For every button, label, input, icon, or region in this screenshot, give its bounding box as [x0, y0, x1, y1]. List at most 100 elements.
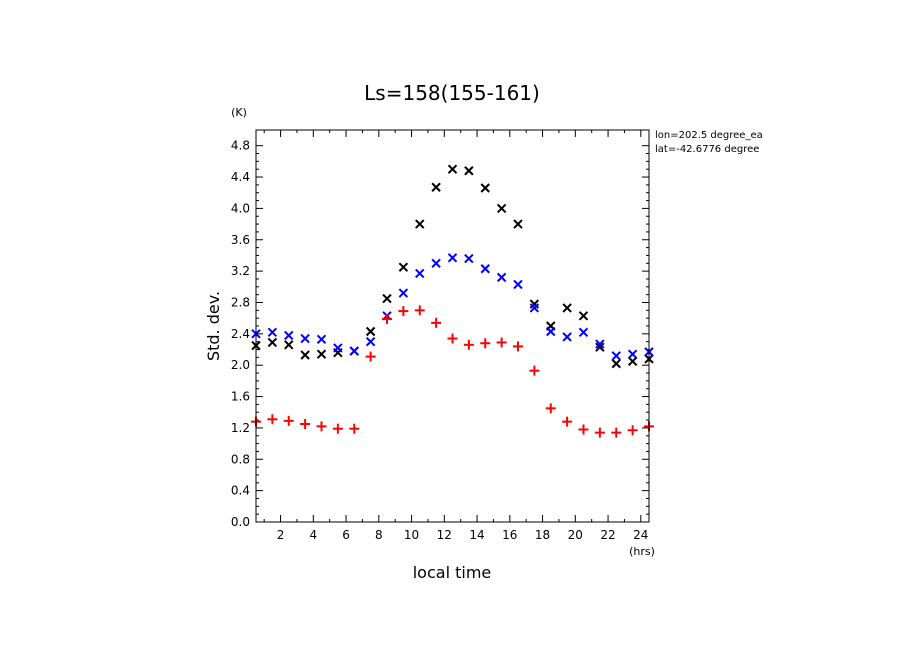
data-point-series-2 — [513, 279, 523, 290]
x-tick-label: 20 — [568, 528, 583, 542]
y-tick-label: 3.2 — [231, 264, 250, 278]
data-point-series-1 — [611, 358, 621, 369]
y-tick-label: 0.0 — [231, 515, 250, 529]
data-point-series-1 — [627, 356, 638, 366]
data-point-series-1 — [284, 340, 294, 350]
data-point-series-1 — [496, 203, 507, 214]
data-point-series-3 — [349, 423, 360, 434]
data-point-series-2 — [562, 332, 572, 342]
y-tick-label: 4.4 — [231, 170, 250, 184]
data-point-series-1 — [447, 164, 458, 174]
data-point-series-1 — [480, 183, 490, 193]
x-tick-label: 8 — [375, 528, 383, 542]
y-tick-label: 1.2 — [231, 421, 250, 435]
data-point-series-2 — [464, 253, 474, 264]
data-point-series-2 — [496, 272, 507, 283]
y-tick-label: 4.8 — [231, 139, 250, 153]
data-point-series-1 — [300, 350, 310, 360]
data-point-series-3 — [267, 414, 278, 425]
data-point-series-3 — [513, 341, 523, 352]
axis-ticks: 0.0 0.4 0.8 1.2 1.6 2.0 2.4 2.8 3.2 3.6 4.0 4.4 4.8 2… — [231, 130, 649, 542]
data-point-series-1 — [464, 166, 474, 176]
data-markers — [251, 164, 654, 438]
x-tick-label: 12 — [437, 528, 452, 542]
x-tick-label: 22 — [600, 528, 615, 542]
data-point-series-3 — [480, 338, 491, 349]
data-point-series-2 — [284, 330, 294, 341]
data-point-series-3 — [529, 365, 540, 376]
y-tick-label: 2.8 — [231, 295, 250, 309]
data-point-series-2 — [627, 349, 638, 359]
y-tick-label: 1.6 — [231, 390, 250, 404]
data-point-series-2 — [595, 339, 605, 349]
data-point-series-3 — [594, 427, 605, 438]
data-point-series-1 — [415, 219, 425, 229]
data-point-series-2 — [398, 288, 409, 298]
x-tick-label: 14 — [469, 528, 484, 542]
data-point-series-3 — [316, 421, 327, 432]
data-point-series-2 — [611, 351, 621, 361]
data-point-series-3 — [611, 427, 622, 438]
data-point-series-3 — [562, 416, 573, 427]
y-tick-label: 0.8 — [231, 452, 250, 466]
data-point-series-1 — [316, 349, 327, 359]
data-point-series-3 — [398, 306, 409, 317]
data-point-series-3 — [300, 419, 311, 429]
annotation-lon: lon=202.5 degree_ea — [655, 130, 763, 141]
data-point-series-3 — [447, 333, 458, 344]
data-point-series-2 — [578, 327, 589, 337]
data-point-series-3 — [332, 423, 343, 434]
data-point-series-3 — [578, 424, 589, 435]
data-point-series-1 — [513, 219, 523, 229]
data-point-series-1 — [382, 293, 392, 304]
x-tick-label: 16 — [502, 528, 517, 542]
data-point-series-2 — [365, 336, 376, 347]
data-point-series-3 — [414, 305, 425, 316]
data-point-series-1 — [578, 311, 589, 321]
data-point-series-3 — [627, 425, 638, 436]
data-point-series-1 — [398, 262, 409, 272]
data-point-series-2 — [529, 303, 540, 313]
annotation-lat: lat=-42.6776 degree — [655, 144, 759, 155]
data-point-series-1 — [431, 182, 441, 192]
chart-title: Ls=158(155-161) — [364, 81, 540, 105]
y-tick-label: 2.4 — [231, 327, 250, 341]
data-point-series-2 — [300, 333, 310, 344]
y-tick-label: 3.6 — [231, 233, 250, 247]
x-axis-label: local time — [413, 563, 492, 582]
data-point-series-2 — [447, 253, 458, 263]
data-point-series-3 — [283, 415, 294, 426]
data-point-series-2 — [546, 326, 556, 337]
data-point-series-2 — [431, 258, 441, 268]
y-tick-label: 0.4 — [231, 484, 250, 498]
x-tick-label: 4 — [309, 528, 317, 542]
data-point-series-2 — [316, 334, 327, 345]
plot-frame — [255, 129, 650, 523]
x-tick-label: 2 — [277, 528, 285, 542]
data-point-series-3 — [496, 337, 507, 348]
y-tick-label: 2.0 — [231, 358, 250, 372]
data-point-series-3 — [545, 403, 556, 414]
data-point-series-2 — [415, 268, 425, 279]
x-axis-unit: (hrs) — [629, 545, 655, 558]
data-point-series-2 — [267, 327, 278, 337]
x-tick-label: 24 — [633, 528, 648, 542]
data-point-series-3 — [382, 313, 392, 324]
data-point-series-2 — [333, 343, 343, 353]
data-point-series-1 — [365, 326, 376, 337]
data-point-series-2 — [480, 264, 490, 274]
data-point-series-1 — [267, 337, 278, 348]
data-point-series-1 — [595, 342, 605, 352]
x-tick-label: 10 — [404, 528, 419, 542]
x-tick-label: 18 — [535, 528, 550, 542]
data-point-series-3 — [365, 351, 376, 362]
y-axis-label: Std. dev. — [204, 291, 223, 361]
data-point-series-2 — [349, 346, 359, 356]
y-axis-unit: (K) — [231, 106, 247, 119]
data-point-series-3 — [431, 317, 442, 328]
y-tick-label: 4.0 — [231, 201, 250, 215]
x-tick-label: 6 — [342, 528, 350, 542]
data-point-series-3 — [463, 339, 474, 350]
data-point-series-1 — [562, 303, 572, 313]
